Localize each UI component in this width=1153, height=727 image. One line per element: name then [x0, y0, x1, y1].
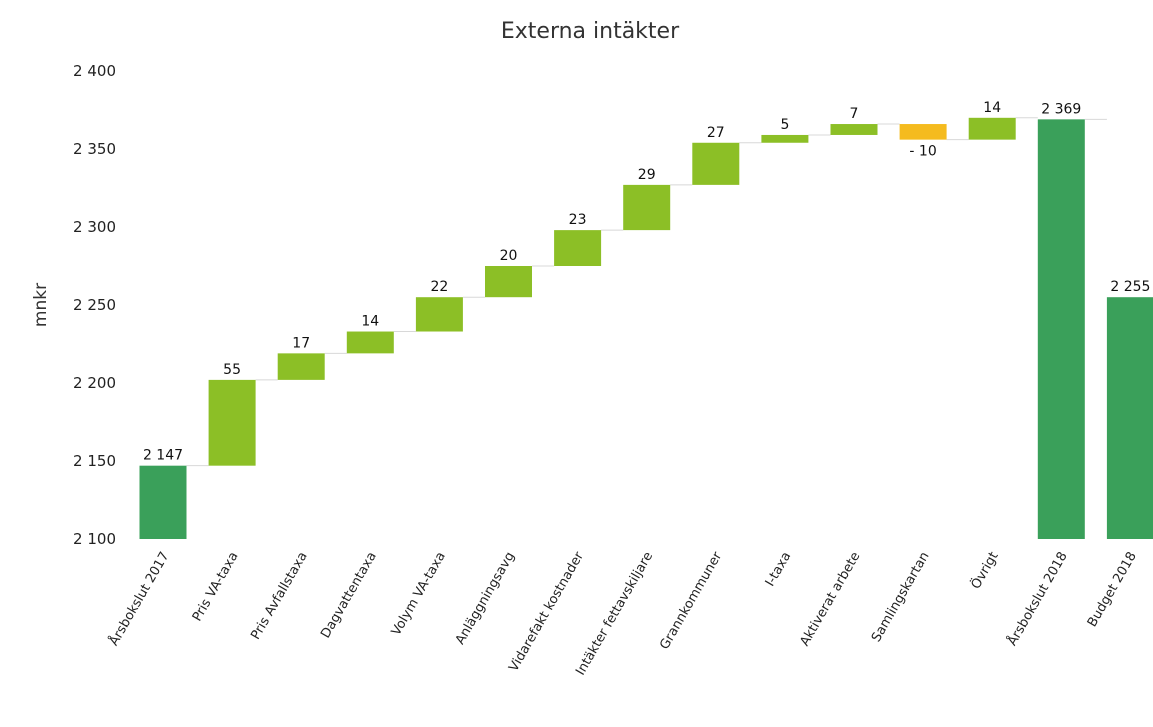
- data-label: 2 255: [1110, 279, 1150, 295]
- x-tick-label: Intäkter fettavskiljare: [573, 550, 656, 679]
- chart-title: Externa intäkter: [501, 19, 680, 44]
- x-tick-label: I-taxa: [763, 550, 795, 590]
- bar: [830, 124, 878, 135]
- data-label: 5: [780, 117, 789, 133]
- bar: [1106, 297, 1153, 539]
- y-tick-label: 2 150: [73, 452, 116, 470]
- x-tick-label: Dagvattentaxa: [318, 550, 380, 642]
- data-label: 7: [850, 106, 859, 122]
- x-tick-label: Årsbokslut 2017: [106, 549, 173, 649]
- bars: [139, 117, 1153, 540]
- x-tick-label: Årsbokslut 2018: [1004, 549, 1071, 649]
- bar: [761, 134, 809, 143]
- x-tick-label: Vidarefakt kostnader: [506, 549, 587, 674]
- x-tick-label: Övrigt: [967, 549, 1002, 592]
- y-tick-label: 2 300: [73, 218, 116, 236]
- bar: [139, 465, 187, 539]
- bar: [899, 124, 947, 140]
- data-label: 2 147: [143, 448, 183, 464]
- y-axis-ticks: 2 100 2 150 2 200 2 250 2 300 2 350 2 400: [73, 62, 116, 548]
- data-label: 20: [500, 248, 518, 264]
- bar: [692, 142, 740, 185]
- data-label: 29: [638, 167, 656, 183]
- data-label: 55: [223, 362, 241, 378]
- data-label: 14: [983, 100, 1001, 116]
- bar: [415, 297, 463, 332]
- x-tick-label: Budget 2018: [1085, 550, 1140, 630]
- y-tick-label: 2 250: [73, 296, 116, 314]
- data-label: 17: [292, 335, 310, 351]
- bar: [346, 331, 394, 354]
- x-tick-label: Samlingskartan: [869, 550, 933, 645]
- y-axis-label: mnkr: [31, 283, 51, 327]
- x-tick-label: Pris VA-taxa: [190, 550, 242, 625]
- x-tick-label: Volym VA-taxa: [389, 550, 449, 639]
- x-tick-label: Aktiverat arbete: [797, 550, 863, 649]
- x-tick-label: Pris Avfallstaxa: [248, 550, 310, 643]
- y-tick-label: 2 400: [73, 62, 116, 80]
- x-tick-label: Grannkommuner: [657, 549, 725, 652]
- x-tick-label: Anläggningsavg: [453, 550, 518, 648]
- connector-lines: [186, 117, 1107, 467]
- data-label: 14: [361, 314, 379, 330]
- y-tick-label: 2 200: [73, 374, 116, 392]
- bar: [554, 230, 602, 266]
- data-label: 23: [569, 212, 587, 228]
- bar: [277, 353, 325, 380]
- bar: [208, 379, 256, 466]
- data-label: 27: [707, 125, 725, 141]
- bar: [623, 184, 671, 231]
- bar: [1037, 119, 1085, 540]
- bar: [968, 117, 1016, 140]
- data-label: - 10: [909, 144, 936, 160]
- y-tick-label: 2 100: [73, 530, 116, 548]
- data-label: 22: [430, 279, 448, 295]
- data-labels: 2 147 55 17 14 22 20 23 29 27 5 7 - 10 14 2 369 2 255: [143, 100, 1150, 464]
- y-tick-label: 2 350: [73, 140, 116, 158]
- x-axis-ticks: Årsbokslut 2017 Pris VA-taxa Pris Avfallst…: [106, 549, 1140, 679]
- bar: [485, 266, 532, 298]
- data-label: 2 369: [1041, 101, 1081, 117]
